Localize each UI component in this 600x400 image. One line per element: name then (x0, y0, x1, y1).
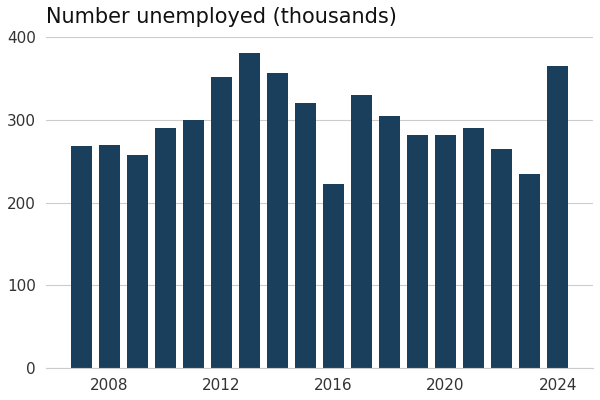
Bar (211, 77, 232, 368)
Bar (98, 144, 119, 368)
Bar (407, 135, 428, 368)
Bar (547, 66, 568, 368)
Bar (351, 95, 372, 368)
Bar (71, 146, 92, 368)
Bar (182, 120, 204, 368)
Bar (491, 149, 512, 368)
Bar (239, 54, 260, 368)
Bar (435, 135, 456, 368)
Bar (127, 155, 148, 368)
Bar (379, 116, 400, 368)
Bar (323, 184, 344, 368)
Bar (463, 128, 484, 368)
Bar (519, 174, 540, 368)
Bar (155, 128, 176, 368)
Bar (295, 103, 316, 368)
Bar (267, 73, 288, 368)
Text: Number unemployed (thousands): Number unemployed (thousands) (46, 7, 397, 27)
